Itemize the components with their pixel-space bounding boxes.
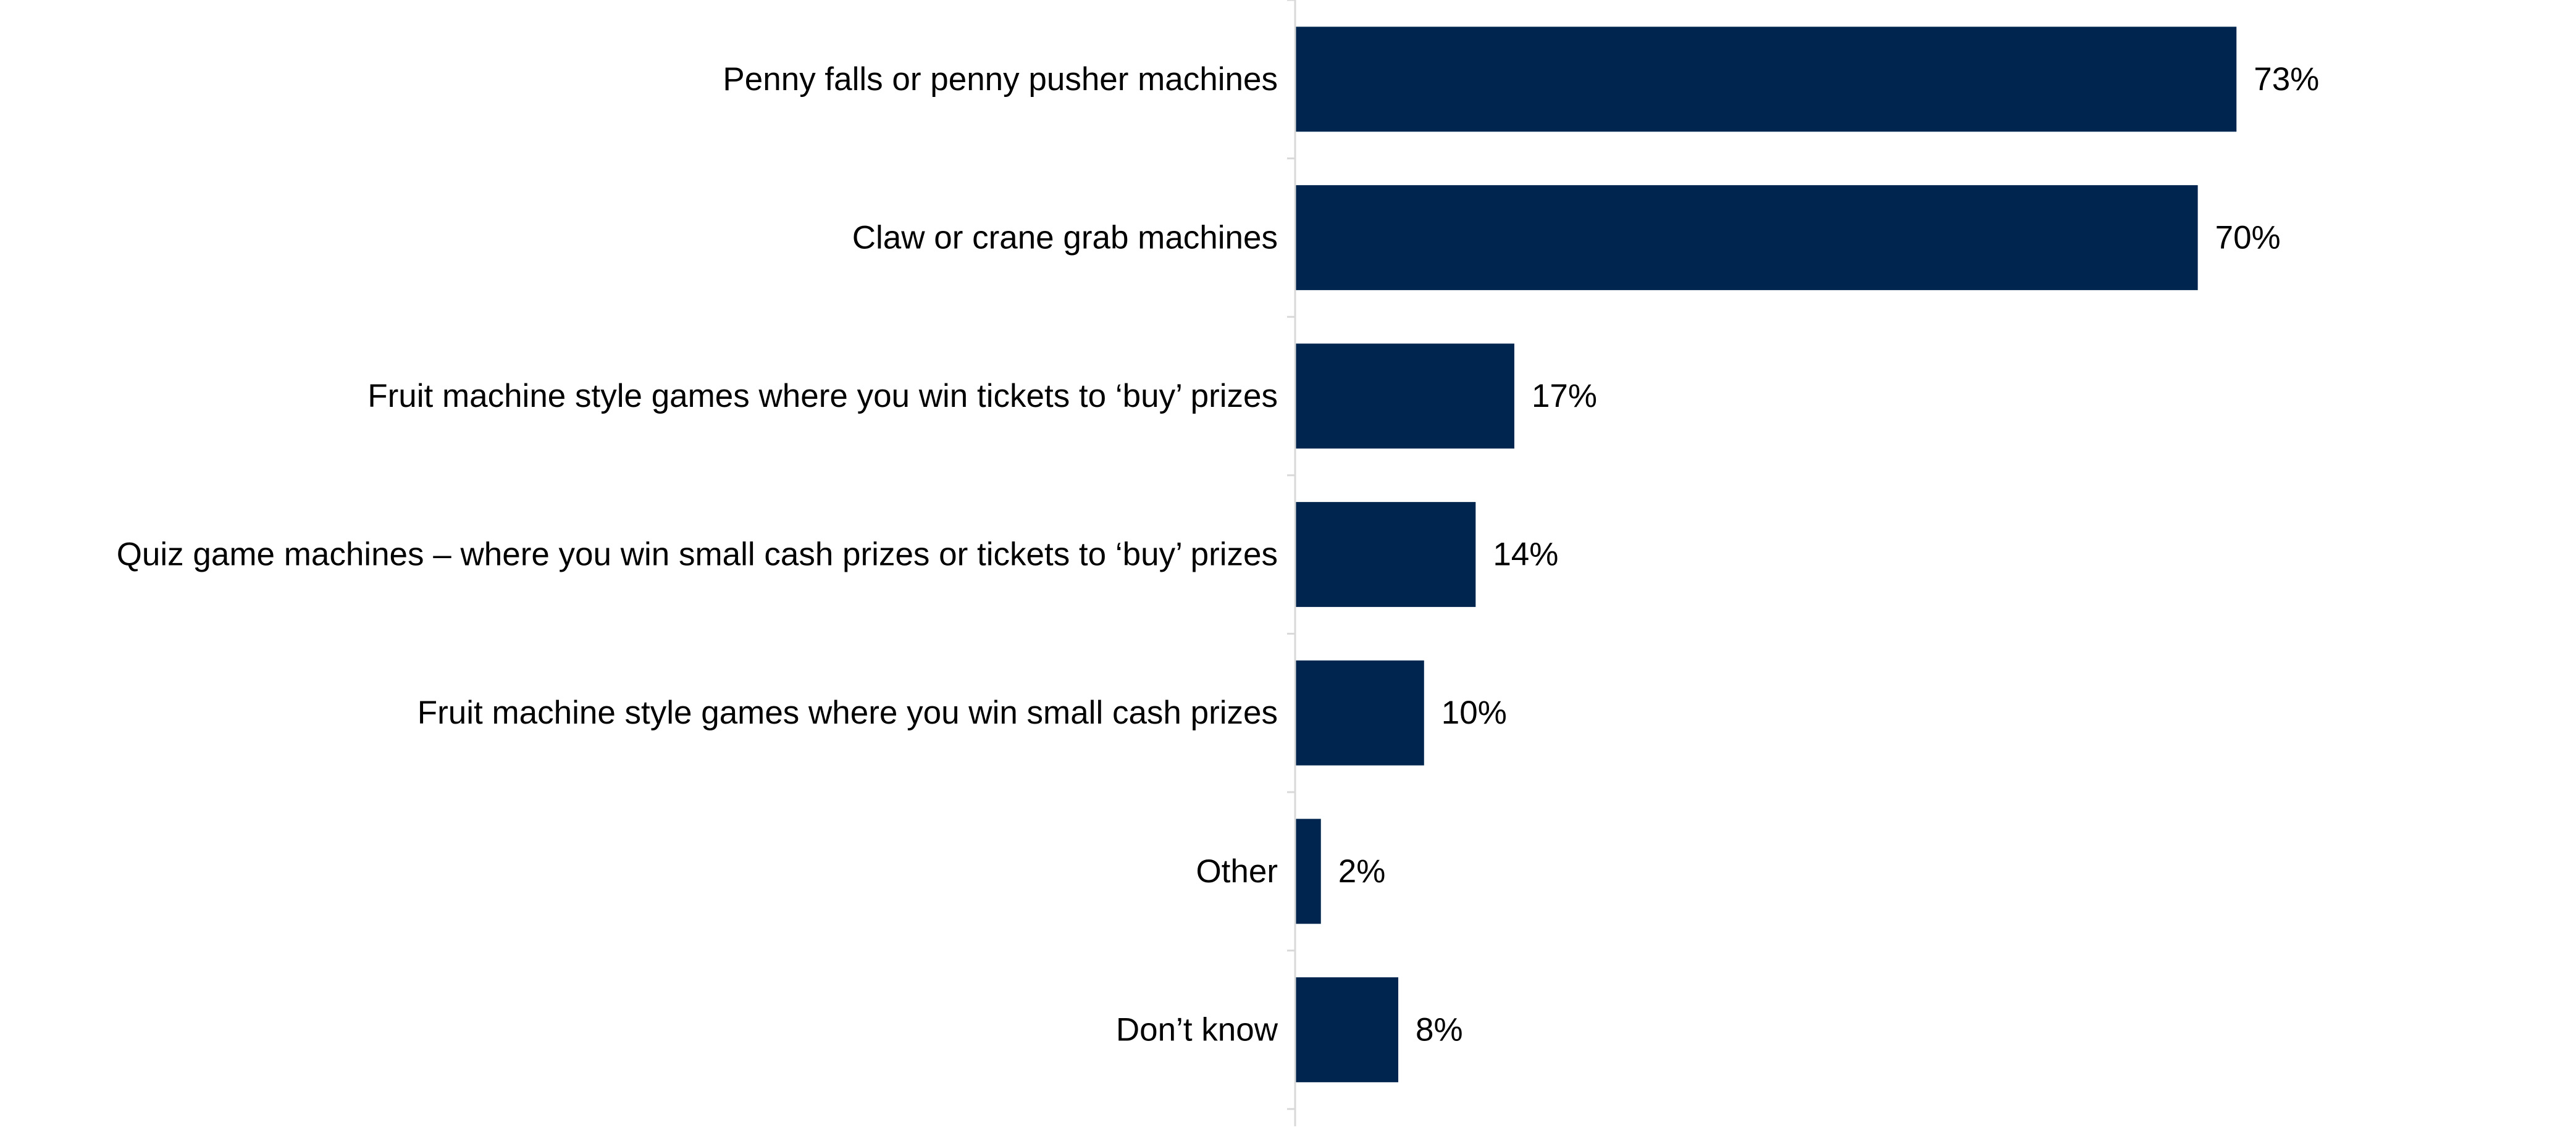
- bar: [1295, 27, 2237, 132]
- category-label: Penny falls or penny pusher machines: [723, 61, 1278, 98]
- value-label: 2%: [1338, 853, 1386, 890]
- bar: [1295, 660, 1424, 766]
- category-labels: Penny falls or penny pusher machines Claw…: [117, 61, 1278, 1048]
- bar: [1295, 185, 2198, 290]
- category-label: Quiz game machines – where you win small…: [117, 537, 1278, 573]
- value-label: 8%: [1416, 1011, 1463, 1048]
- value-labels: 73% 70% 17% 14% 10% 2% 8%: [1338, 61, 2320, 1048]
- value-label: 70%: [2215, 219, 2281, 256]
- bar: [1295, 819, 1321, 924]
- category-label: Claw or crane grab machines: [852, 219, 1278, 256]
- category-label: Other: [1196, 853, 1278, 890]
- category-label: Fruit machine style games where you win …: [417, 695, 1278, 731]
- axis-ticks: [1287, 0, 1295, 1110]
- value-label: 10%: [1441, 695, 1507, 731]
- category-label: Fruit machine style games where you win …: [367, 378, 1278, 414]
- value-label: 73%: [2254, 61, 2319, 98]
- bar: [1295, 502, 1476, 608]
- category-label: Don’t know: [1116, 1011, 1278, 1048]
- value-label: 17%: [1532, 378, 1597, 414]
- bar: [1295, 343, 1514, 449]
- bars-layer: [1295, 27, 2237, 1082]
- value-label: 14%: [1493, 537, 1558, 573]
- bar: [1295, 977, 1399, 1082]
